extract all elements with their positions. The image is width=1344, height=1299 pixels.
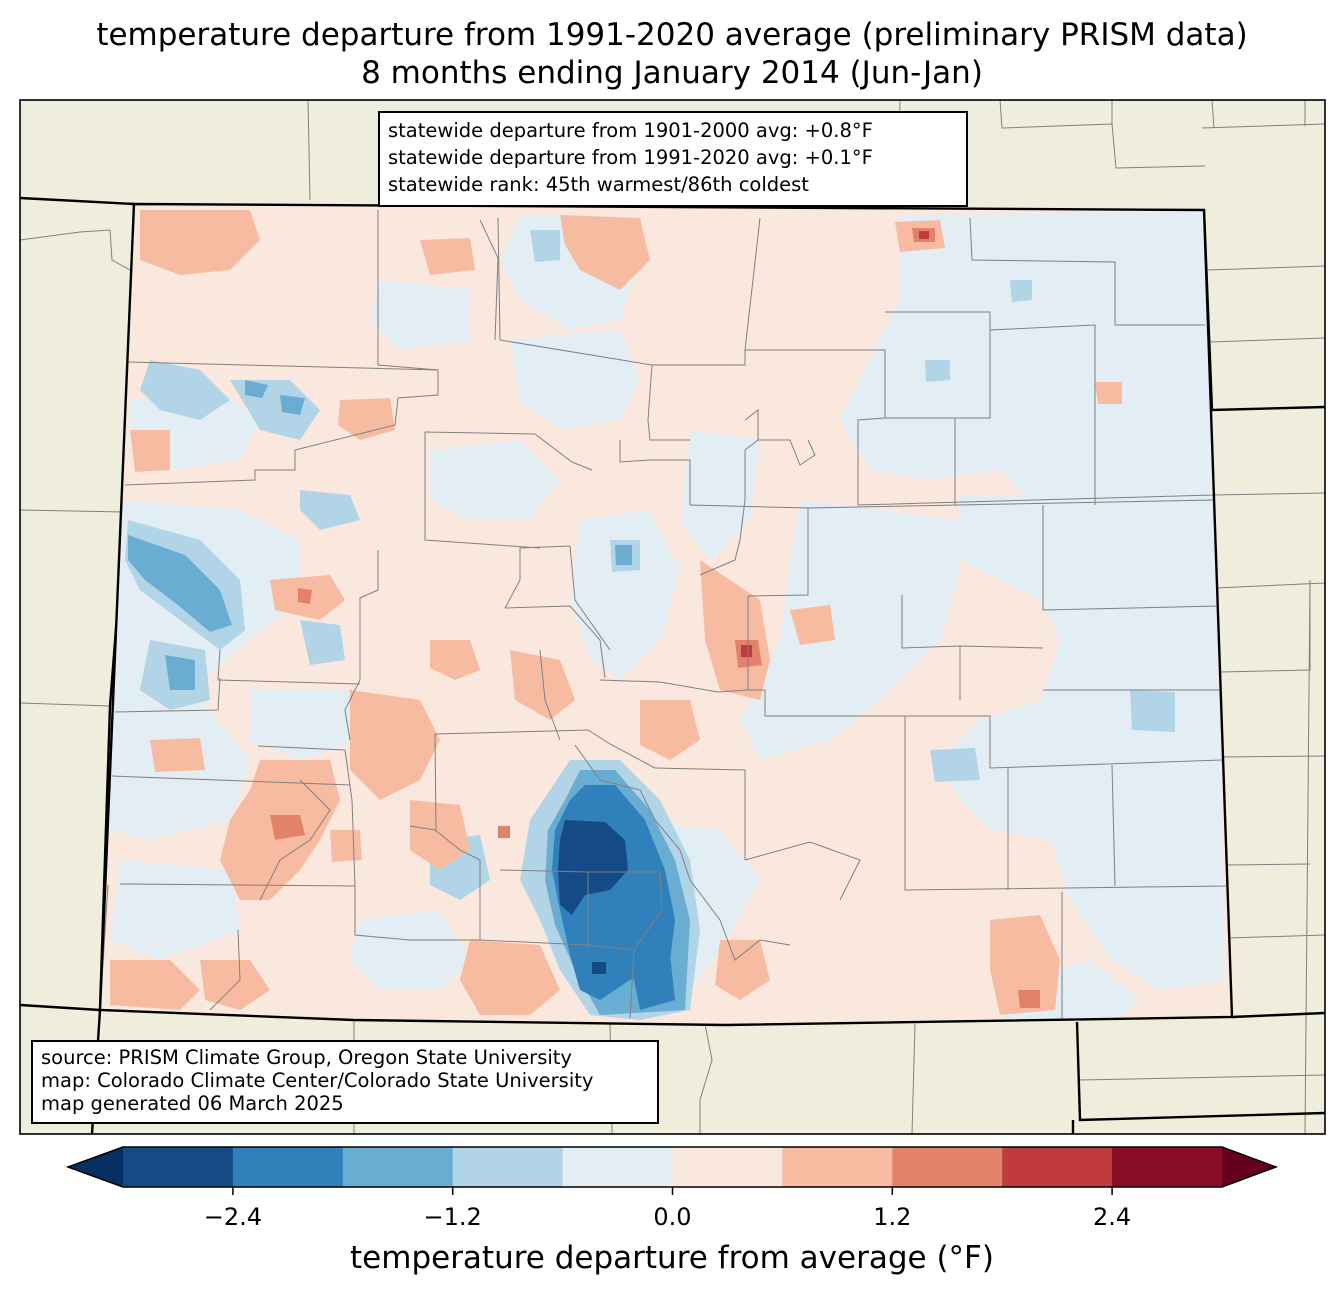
field-coldest xyxy=(558,820,628,974)
colorbar-tick-label: 2.4 xyxy=(1093,1203,1132,1231)
source-line-3: map generated 06 March 2025 xyxy=(41,1092,344,1115)
colorbar-bin xyxy=(342,1147,454,1187)
stats-line-1: statewide departure from 1901-2000 avg: … xyxy=(388,119,873,142)
colorbar-bin xyxy=(892,1147,1003,1187)
colorbar-tick-label: −1.2 xyxy=(423,1203,482,1231)
colorbar-bin xyxy=(782,1147,893,1187)
colorbar-bin xyxy=(232,1147,344,1187)
colorbar-extend-max xyxy=(1222,1147,1276,1187)
colorbar-tick-label: −2.4 xyxy=(203,1203,263,1231)
source-box: source: PRISM Climate Group, Oregon Stat… xyxy=(31,1040,659,1124)
field-warm-3 xyxy=(741,231,929,657)
field-warm xyxy=(110,210,1122,1015)
source-line-1: source: PRISM Climate Group, Oregon Stat… xyxy=(41,1046,572,1069)
colorbar-bin xyxy=(1112,1147,1223,1187)
statewide-stats-box: statewide departure from 1901-2000 avg: … xyxy=(378,111,968,207)
colorbar-outline xyxy=(65,1146,1279,1188)
stats-line-2: statewide departure from 1991-2020 avg: … xyxy=(388,146,873,169)
colorbar-bin xyxy=(452,1147,564,1187)
colorbar xyxy=(65,1146,1279,1195)
colorbar-bin xyxy=(672,1147,783,1187)
colorbar-bin xyxy=(562,1147,673,1187)
colorbar-tick-label: 1.2 xyxy=(873,1203,912,1231)
colorbar-tick-label: 0.0 xyxy=(653,1203,692,1231)
colorbar-bin xyxy=(123,1147,234,1187)
source-line-2: map: Colorado Climate Center/Colorado St… xyxy=(41,1069,594,1092)
colorado-state-border xyxy=(98,202,1234,1027)
map-title-line-1: temperature departure from 1991-2020 ave… xyxy=(96,17,1248,53)
colorbar-extend-min xyxy=(68,1147,123,1187)
colorbar-label: temperature departure from average (°F) xyxy=(350,1240,994,1276)
map-title-line-2: 8 months ending January 2014 (Jun-Jan) xyxy=(361,55,983,91)
stats-line-3: statewide rank: 45th warmest/86th coldes… xyxy=(388,173,809,196)
map-frame xyxy=(19,99,1326,1135)
colorado-county-lines xyxy=(100,210,1229,1022)
temperature-field xyxy=(100,204,1232,1025)
colorbar-bin xyxy=(1002,1147,1113,1187)
